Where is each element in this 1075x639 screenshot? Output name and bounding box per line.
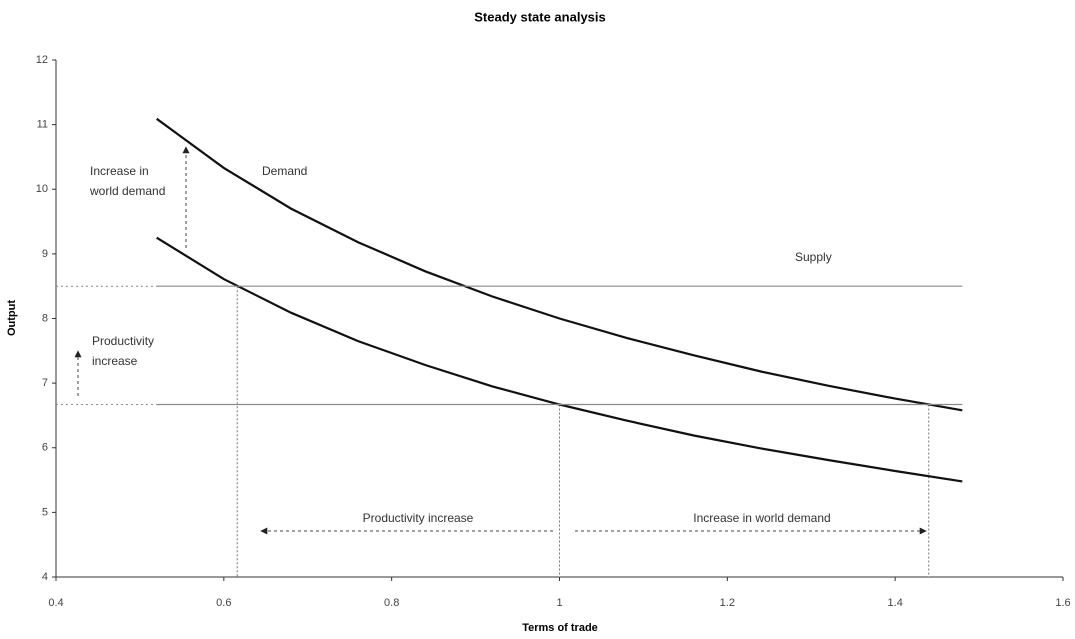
annotation: Productivity increase	[363, 511, 474, 525]
annotation: Supply	[795, 250, 832, 264]
annotation: increase	[92, 354, 138, 368]
x-tick-label: 0.4	[48, 597, 63, 609]
y-tick-label: 9	[42, 248, 48, 260]
y-tick-label: 10	[36, 183, 48, 195]
y-tick-label: 8	[42, 312, 48, 324]
y-tick-label: 5	[42, 506, 48, 518]
x-tick-label: 1.6	[1055, 597, 1070, 609]
annotation: Increase in	[90, 164, 149, 178]
x-tick-label: 0.8	[384, 597, 399, 609]
y-tick-label: 4	[42, 571, 48, 583]
y-tick-label: 12	[36, 54, 48, 66]
annotation: Productivity	[92, 334, 154, 348]
x-tick-label: 1	[556, 597, 562, 609]
x-axis-label: Terms of trade	[522, 622, 598, 634]
annotation: Increase in world demand	[693, 511, 830, 525]
demand-curve	[156, 117, 963, 412]
annotation: world demand	[89, 184, 165, 198]
arrows	[74, 146, 927, 535]
y-tick-label: 7	[42, 377, 48, 389]
x-tick-label: 1.2	[720, 597, 735, 609]
x-tick-label: 1.4	[888, 597, 903, 609]
y-tick-label: 11	[37, 119, 48, 131]
chart-title: Steady state analysis	[474, 9, 606, 24]
annotation: Demand	[262, 164, 307, 178]
y-axis-label: Output	[6, 300, 18, 336]
y-tick-label: 6	[42, 442, 48, 454]
x-tick-label: 0.6	[216, 597, 231, 609]
annotations: Demand Supply Increase in world demand P…	[89, 164, 832, 525]
